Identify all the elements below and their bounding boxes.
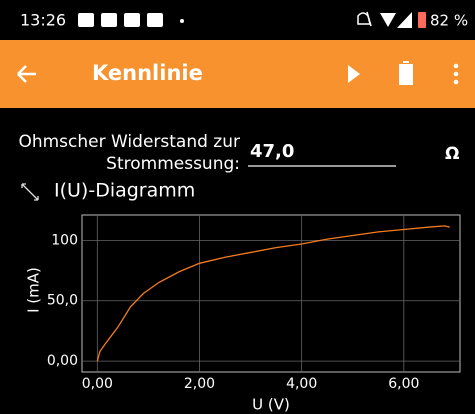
play-button[interactable] (348, 65, 360, 83)
expand-button[interactable] (21, 183, 39, 201)
y-tick-label: 50,0 (47, 293, 78, 309)
form-label: Ohmscher Widerstand zur (18, 132, 240, 152)
data-line (96, 225, 450, 362)
plot-area (81, 214, 461, 373)
y-axis-label: I (mA) (25, 267, 43, 313)
unit: Ω (445, 144, 459, 164)
resistance-input[interactable]: 47,0 (250, 141, 294, 162)
toolbar-title: Kennlinie (92, 61, 203, 85)
x-tick-label: 2,00 (184, 376, 215, 392)
x-tick-label: 6,00 (388, 376, 419, 392)
status-time: 13:26 (20, 11, 66, 30)
form-label: Strommessung: (106, 154, 240, 174)
chart-title: I(U)-Diagramm (54, 180, 195, 202)
y-tick-label: 100 (51, 232, 78, 248)
x-axis-label: U (V) (252, 396, 290, 414)
x-tick-label: 0,00 (82, 376, 113, 392)
status-icons (78, 11, 426, 28)
toolbar (0, 40, 475, 108)
y-tick-label: 0,00 (47, 353, 78, 369)
back-button[interactable] (17, 65, 36, 83)
delete-button[interactable] (399, 61, 413, 85)
x-tick-label: 4,00 (286, 376, 317, 392)
status-battery: 82 % (430, 12, 468, 30)
more-button[interactable] (453, 63, 459, 85)
